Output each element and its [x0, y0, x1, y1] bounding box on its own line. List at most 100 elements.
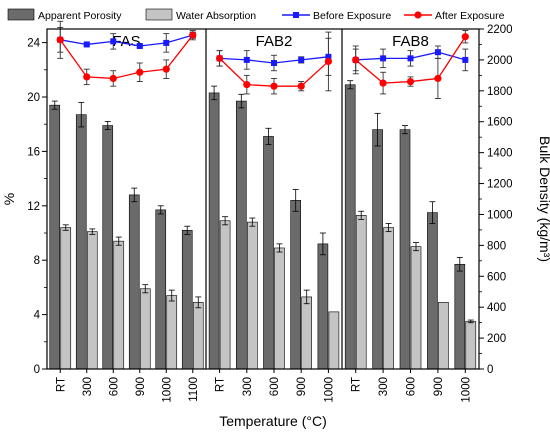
marker-before-exposure: [243, 56, 250, 63]
marker-before-exposure: [163, 39, 170, 46]
line-after-exposure: [59, 34, 194, 80]
bar-apparent-porosity: [181, 229, 193, 370]
marker-before-exposure: [298, 56, 305, 63]
bar-water-absorption: [219, 220, 231, 370]
bar-apparent-porosity: [49, 104, 61, 370]
x-category-label: 1000: [323, 377, 335, 403]
marker-after-exposure: [216, 54, 224, 62]
y-tick-label: 8: [34, 255, 40, 267]
bar-apparent-porosity: [399, 129, 411, 370]
legend-marker-after-exposure: [414, 11, 422, 19]
y2-tick-label: 2000: [487, 55, 513, 67]
marker-before-exposure: [434, 49, 441, 56]
x-category-label: 900: [296, 377, 308, 396]
plot-frame: [46, 28, 480, 370]
bar-water-absorption: [465, 321, 477, 370]
marker-after-exposure: [434, 74, 442, 83]
bar-apparent-porosity: [236, 100, 247, 370]
y-axis-title: %: [1, 193, 17, 205]
bar-water-absorption: [166, 295, 178, 370]
x-category-label: RT: [55, 377, 67, 392]
bar-apparent-porosity: [128, 194, 140, 370]
panel-title: FAB2: [256, 33, 293, 50]
x-category-label: 300: [378, 377, 390, 396]
x-category-label: 900: [433, 377, 445, 396]
y2-axis-title: Bulk Density (kg/m³): [537, 136, 550, 262]
y2-tick-label: 0: [487, 364, 493, 376]
marker-after-exposure: [352, 56, 360, 64]
y-tick-label: 0: [34, 364, 40, 376]
marker-after-exposure: [109, 74, 117, 83]
y2-tick-label: 200: [487, 333, 506, 345]
bar-apparent-porosity: [75, 114, 87, 370]
bar-apparent-porosity: [344, 84, 356, 370]
bar-apparent-porosity: [372, 129, 383, 370]
legend-swatch-water-absorption: [145, 8, 173, 21]
y-tick-label: 24: [27, 38, 40, 50]
marker-after-exposure: [243, 81, 251, 89]
line-before-exposure: [60, 34, 193, 47]
marker-after-exposure: [270, 82, 278, 90]
legend-label-after-exposure: After Exposure: [435, 10, 505, 22]
marker-before-exposure: [462, 56, 469, 63]
marker-after-exposure: [162, 65, 170, 73]
y-tick-label: 12: [27, 201, 40, 213]
y2-tick-label: 1200: [487, 179, 513, 191]
marker-after-exposure: [83, 73, 91, 81]
bar-water-absorption: [301, 296, 313, 370]
y2-tick-label: 1600: [487, 117, 513, 129]
x-category-label: 1100: [188, 377, 200, 402]
y2-tick-label: 800: [487, 240, 506, 252]
legend-label-apparent-porosity: Apparent Porosity: [38, 10, 122, 22]
marker-after-exposure: [189, 31, 197, 39]
x-category-label: RT: [215, 377, 227, 392]
marker-after-exposure: [461, 33, 469, 41]
x-category-label: 600: [406, 377, 418, 396]
y-tick-label: 20: [27, 92, 40, 104]
legend: Apparent Porosity Water Absorption Befor…: [7, 8, 505, 22]
bar-water-absorption: [86, 231, 98, 370]
marker-before-exposure: [271, 60, 277, 66]
marker-after-exposure: [297, 82, 305, 90]
y2-tick-label: 1800: [487, 86, 513, 98]
y2-tick-label: 600: [487, 271, 506, 283]
legend-swatch-apparent-porosity: [7, 8, 35, 21]
bar-apparent-porosity: [155, 209, 167, 370]
panel-title: FAB8: [392, 33, 429, 50]
y2-tick-label: 1000: [487, 209, 513, 221]
bar-water-absorption: [274, 247, 285, 370]
bar-apparent-porosity: [290, 200, 302, 370]
bar-apparent-porosity: [102, 125, 114, 370]
marker-before-exposure: [110, 38, 117, 45]
x-category-label: 900: [135, 377, 147, 396]
bar-water-absorption: [383, 227, 394, 370]
legend-marker-before-exposure: [293, 12, 299, 18]
y2-tick-label: 400: [487, 302, 506, 314]
marker-after-exposure: [406, 77, 415, 86]
y-tick-label: 4: [34, 310, 41, 322]
bar-water-absorption: [410, 246, 422, 370]
y-tick-label: 16: [27, 146, 40, 158]
bar-water-absorption: [328, 311, 340, 370]
x-axis-title: Temperature (°C): [219, 413, 327, 429]
y2-tick-label: 2200: [487, 24, 513, 36]
bar-apparent-porosity: [208, 92, 220, 370]
x-category-label: RT: [351, 377, 363, 392]
bar-water-absorption: [247, 221, 258, 370]
panel-title: FAS: [112, 33, 140, 50]
bar-water-absorption: [113, 240, 125, 370]
marker-before-exposure: [136, 43, 143, 49]
bar-apparent-porosity: [317, 243, 329, 370]
marker-before-exposure: [407, 55, 414, 62]
bar-water-absorption: [438, 302, 449, 370]
marker-before-exposure: [83, 41, 90, 48]
marker-after-exposure: [56, 36, 64, 44]
x-category-label: 300: [242, 377, 254, 396]
plot-area: 0 4 8 12 16 20 24 0 200 400 600 800 1000 1200 1400 1600…: [27, 20, 513, 403]
x-category-label: 1000: [161, 377, 173, 403]
marker-before-exposure: [380, 55, 387, 62]
bar-water-absorption: [355, 215, 367, 370]
legend-label-before-exposure: Before Exposure: [313, 10, 391, 22]
bar-apparent-porosity: [454, 263, 466, 370]
